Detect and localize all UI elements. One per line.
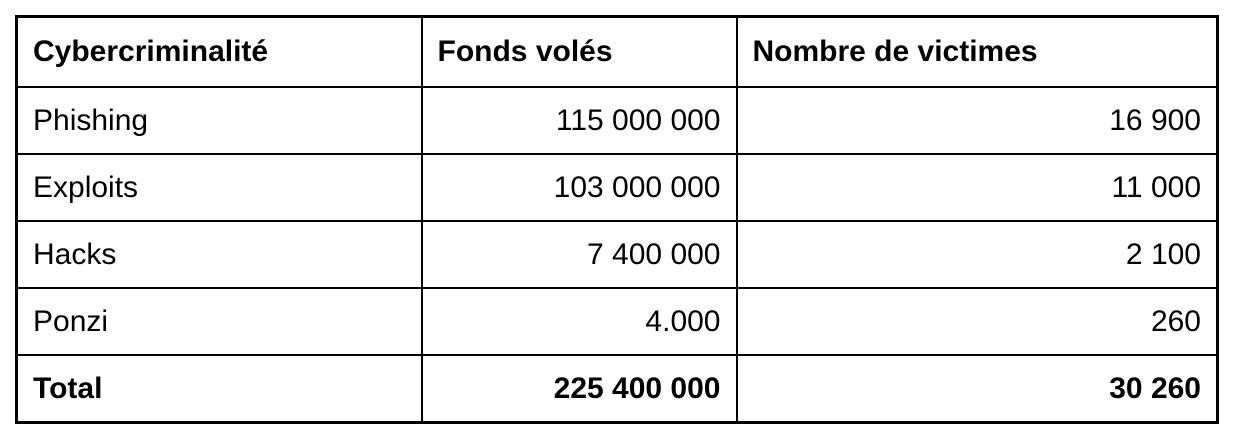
category-cell: Ponzi [15, 287, 423, 356]
victims-cell: 11 000 [735, 153, 1219, 222]
category-cell: Exploits [15, 153, 423, 222]
total-victims-cell: 30 260 [735, 354, 1219, 424]
cybercrime-table: Cybercriminalité Fonds volés Nombre de v… [15, 15, 1219, 424]
column-header-cybercriminalite: Cybercriminalité [15, 15, 423, 88]
victims-cell: 2 100 [735, 220, 1219, 289]
funds-cell: 7 400 000 [420, 220, 738, 289]
header-row: Cybercriminalité Fonds volés Nombre de v… [15, 15, 1219, 88]
table-row-exploits: Exploits 103 000 000 11 000 [15, 153, 1219, 222]
table-row-hacks: Hacks 7 400 000 2 100 [15, 220, 1219, 289]
category-cell: Phishing [15, 86, 423, 155]
funds-cell: 4.000 [420, 287, 738, 356]
funds-cell: 103 000 000 [420, 153, 738, 222]
table-row-ponzi: Ponzi 4.000 260 [15, 287, 1219, 356]
total-funds-cell: 225 400 000 [420, 354, 738, 424]
victims-cell: 260 [735, 287, 1219, 356]
funds-cell: 115 000 000 [420, 86, 738, 155]
total-label-cell: Total [15, 354, 423, 424]
column-header-fonds-voles: Fonds volés [420, 15, 738, 88]
table-row-phishing: Phishing 115 000 000 16 900 [15, 86, 1219, 155]
category-cell: Hacks [15, 220, 423, 289]
victims-cell: 16 900 [735, 86, 1219, 155]
table-row-total: Total 225 400 000 30 260 [15, 354, 1219, 424]
column-header-nombre-de-victimes: Nombre de victimes [735, 15, 1219, 88]
